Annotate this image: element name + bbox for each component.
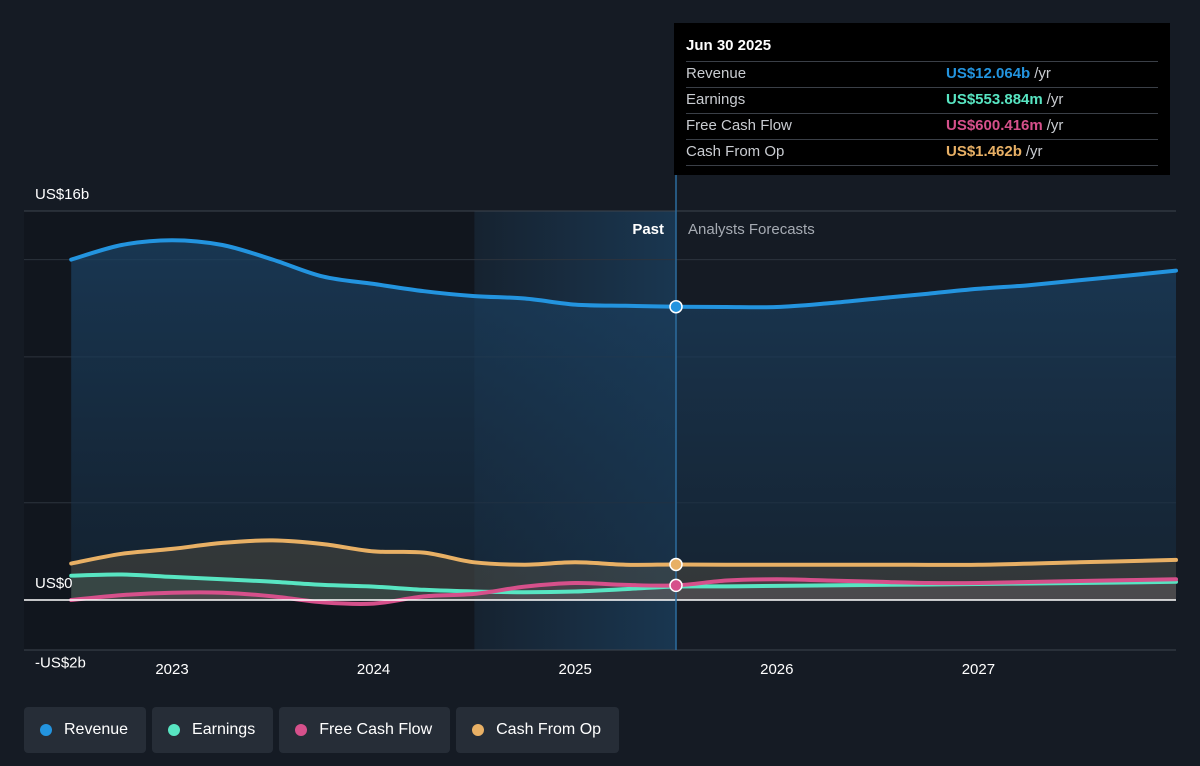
tooltip-date: Jun 30 2025 [686, 35, 1158, 62]
tooltip-row-revenue: Revenue US$12.064b /yr [686, 62, 1158, 88]
y-tick-label: -US$2b [35, 655, 86, 672]
past-section-label: Past [632, 221, 664, 238]
y-tick-label: US$0 [35, 575, 73, 592]
forecast-section-label: Analysts Forecasts [688, 221, 815, 238]
legend-item-free-cash-flow[interactable]: Free Cash Flow [279, 707, 451, 753]
x-tick-label: 2023 [155, 661, 188, 678]
area-earnings [71, 574, 1177, 600]
tooltip-label-free-cash-flow: Free Cash Flow [686, 117, 792, 134]
tooltip-row-free-cash-flow: Free Cash Flow US$600.416m /yr [686, 114, 1158, 140]
x-tick-label: 2026 [760, 661, 793, 678]
marker-free-cash-flow [669, 578, 683, 593]
x-tick-label: 2024 [357, 661, 390, 678]
tooltip-unit-revenue: /yr [1034, 65, 1051, 82]
line-cash-from-op [69, 538, 1178, 567]
area-revenue [71, 240, 1177, 600]
tooltip-row-earnings: Earnings US$553.884m /yr [686, 88, 1158, 114]
tooltip-unit-free-cash-flow: /yr [1046, 117, 1064, 134]
tooltip-value-free-cash-flow: US$600.416m [946, 117, 1043, 134]
x-tick-label: 2025 [559, 661, 592, 678]
marker-cash-from-op [669, 557, 683, 572]
legend-label-revenue: Revenue [64, 721, 129, 738]
legend-item-earnings[interactable]: Earnings [152, 707, 274, 753]
legend-item-revenue[interactable]: Revenue [24, 707, 147, 753]
axes: US$16b US$0 -US$2b 2023 2024 2025 2026 2027 [24, 175, 1176, 678]
tooltip-row-cash-from-op: Cash From Op US$1.462b /yr [686, 140, 1158, 166]
legend-dot-icon [472, 724, 485, 736]
tooltip-unit-cash-from-op: /yr [1025, 143, 1043, 160]
legend-item-cash-from-op[interactable]: Cash From Op [456, 707, 620, 753]
marker-revenue [669, 299, 683, 314]
hover-tooltip: Jun 30 2025 Revenue US$12.064b /yr Earni… [674, 23, 1170, 175]
tooltip-value-revenue: US$12.064b [946, 65, 1031, 82]
tooltip-value-earnings: US$553.884m [946, 91, 1043, 108]
chart-legend: Revenue Earnings Free Cash Flow Cash Fro… [24, 707, 620, 753]
legend-label-cash-from-op: Cash From Op [496, 721, 602, 738]
legend-label-free-cash-flow: Free Cash Flow [319, 721, 433, 738]
legend-dot-icon [295, 724, 308, 736]
tooltip-label-earnings: Earnings [686, 91, 746, 108]
legend-dot-icon [168, 724, 181, 736]
legend-label-earnings: Earnings [192, 721, 256, 738]
line-revenue [69, 238, 1178, 310]
tooltip-label-cash-from-op: Cash From Op [686, 143, 785, 160]
line-free-cash-flow [69, 577, 1178, 607]
series-lines [69, 238, 1178, 607]
hover-markers [669, 299, 683, 593]
legend-dot-icon [40, 724, 52, 736]
tooltip-value-cash-from-op: US$1.462b [946, 143, 1022, 160]
tooltip-unit-earnings: /yr [1046, 91, 1064, 108]
y-tick-label: US$16b [35, 186, 89, 203]
tooltip-label-revenue: Revenue [686, 65, 747, 82]
x-tick-label: 2027 [962, 661, 995, 678]
